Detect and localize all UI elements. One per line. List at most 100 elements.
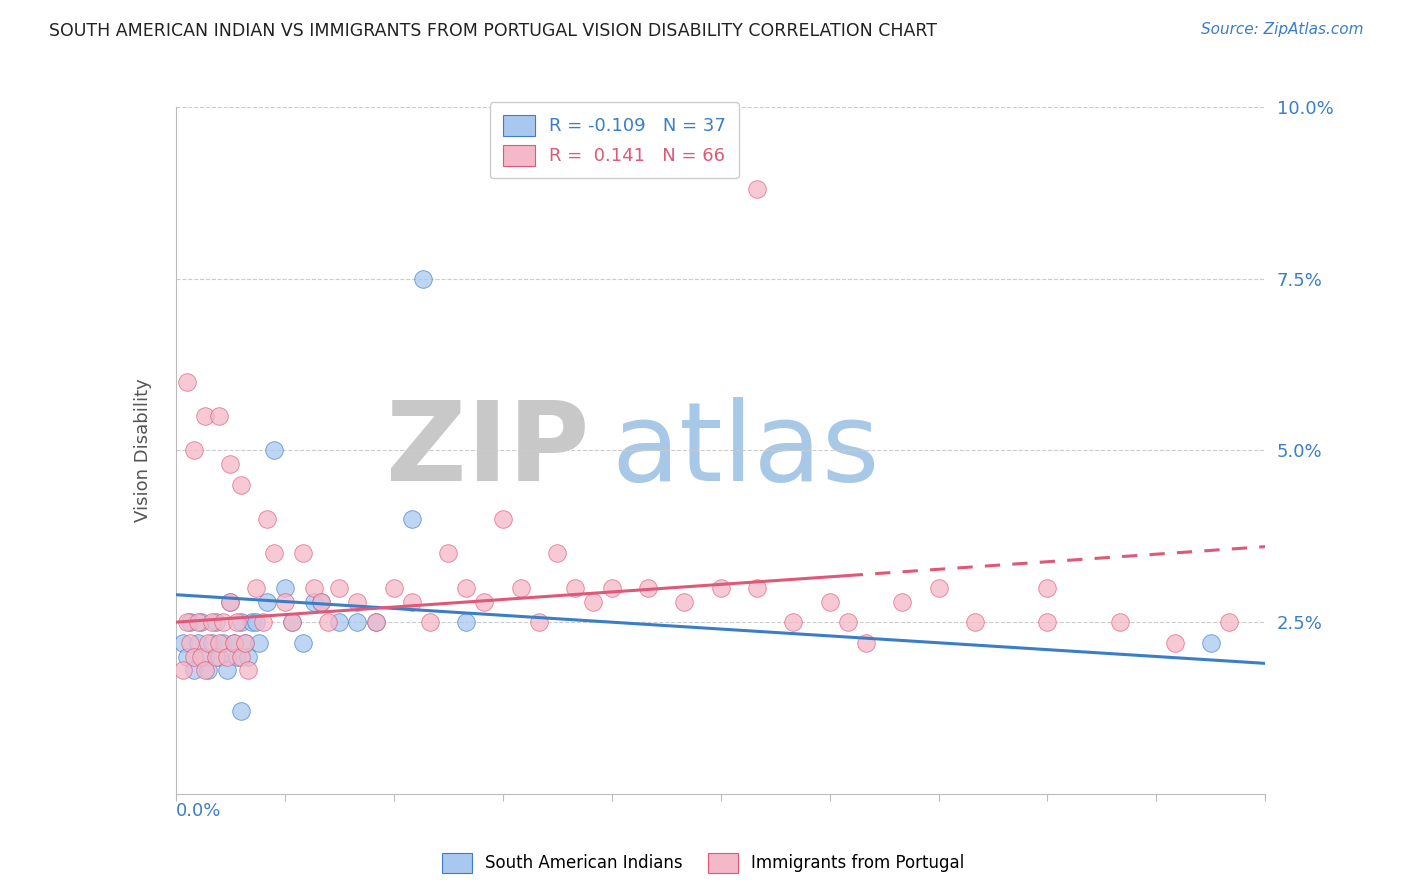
Point: [183, 663, 205, 677]
Point: [328, 581, 350, 595]
Point: [291, 636, 314, 650]
Point: [891, 594, 914, 608]
Point: [226, 615, 249, 630]
Point: [240, 615, 263, 630]
Point: [222, 636, 245, 650]
Point: [782, 615, 804, 630]
Point: [318, 615, 340, 630]
Point: [346, 594, 368, 608]
Point: [456, 581, 478, 595]
Point: [208, 636, 231, 650]
Point: [226, 649, 249, 664]
Y-axis label: Vision Disability: Vision Disability: [134, 378, 152, 523]
Point: [179, 636, 201, 650]
Point: [233, 636, 256, 650]
Point: [274, 594, 297, 608]
Point: [219, 594, 242, 608]
Point: [245, 615, 267, 630]
Point: [673, 594, 696, 608]
Point: [194, 663, 217, 677]
Point: [197, 636, 219, 650]
Point: [1218, 615, 1240, 630]
Point: [256, 594, 278, 608]
Text: atlas: atlas: [612, 397, 880, 504]
Point: [1199, 636, 1222, 650]
Point: [176, 615, 198, 630]
Point: [1036, 615, 1059, 630]
Point: [186, 615, 209, 630]
Point: [281, 615, 304, 630]
Point: [256, 512, 278, 526]
Point: [247, 636, 270, 650]
Point: [346, 615, 368, 630]
Point: [245, 581, 267, 595]
Point: [456, 615, 478, 630]
Point: [837, 615, 859, 630]
Point: [215, 663, 238, 677]
Point: [179, 615, 201, 630]
Point: [238, 663, 260, 677]
Point: [401, 594, 423, 608]
Point: [201, 636, 224, 650]
Point: [186, 636, 209, 650]
Point: [963, 615, 986, 630]
Point: [222, 636, 245, 650]
Point: [818, 594, 841, 608]
Point: [492, 512, 515, 526]
Point: [208, 649, 231, 664]
Point: [263, 546, 285, 561]
Point: [474, 594, 496, 608]
Text: 0.0%: 0.0%: [176, 802, 221, 820]
Point: [1163, 636, 1185, 650]
Point: [364, 615, 387, 630]
Text: ZIP: ZIP: [387, 397, 591, 504]
Point: [219, 594, 242, 608]
Point: [263, 443, 285, 458]
Point: [204, 615, 226, 630]
Point: [1109, 615, 1132, 630]
Point: [183, 649, 205, 664]
Point: [215, 649, 238, 664]
Point: [546, 546, 568, 561]
Point: [204, 649, 226, 664]
Point: [176, 375, 198, 389]
Point: [231, 478, 253, 492]
Point: [194, 649, 217, 664]
Point: [281, 615, 304, 630]
Point: [231, 649, 253, 664]
Point: [190, 615, 212, 630]
Point: [208, 409, 231, 423]
Point: [382, 581, 405, 595]
Point: [855, 636, 877, 650]
Point: [419, 615, 441, 630]
Point: [302, 594, 325, 608]
Point: [252, 615, 274, 630]
Point: [412, 271, 434, 285]
Point: [238, 649, 260, 664]
Point: [274, 581, 297, 595]
Point: [309, 594, 332, 608]
Point: [564, 581, 586, 595]
Point: [437, 546, 460, 561]
Point: [582, 594, 605, 608]
Point: [219, 457, 242, 471]
Point: [190, 649, 212, 664]
Point: [637, 581, 659, 595]
Point: [176, 649, 198, 664]
Point: [1036, 581, 1059, 595]
Point: [194, 409, 217, 423]
Point: [328, 615, 350, 630]
Point: [745, 182, 768, 196]
Point: [212, 615, 235, 630]
Text: Source: ZipAtlas.com: Source: ZipAtlas.com: [1201, 22, 1364, 37]
Point: [172, 636, 194, 650]
Point: [527, 615, 550, 630]
Point: [302, 581, 325, 595]
Legend: South American Indians, Immigrants from Portugal: South American Indians, Immigrants from …: [434, 847, 972, 880]
Point: [233, 636, 256, 650]
Point: [509, 581, 531, 595]
Point: [172, 663, 194, 677]
Legend: R = -0.109   N = 37, R =  0.141   N = 66: R = -0.109 N = 37, R = 0.141 N = 66: [489, 103, 740, 178]
Point: [197, 663, 219, 677]
Point: [309, 594, 332, 608]
